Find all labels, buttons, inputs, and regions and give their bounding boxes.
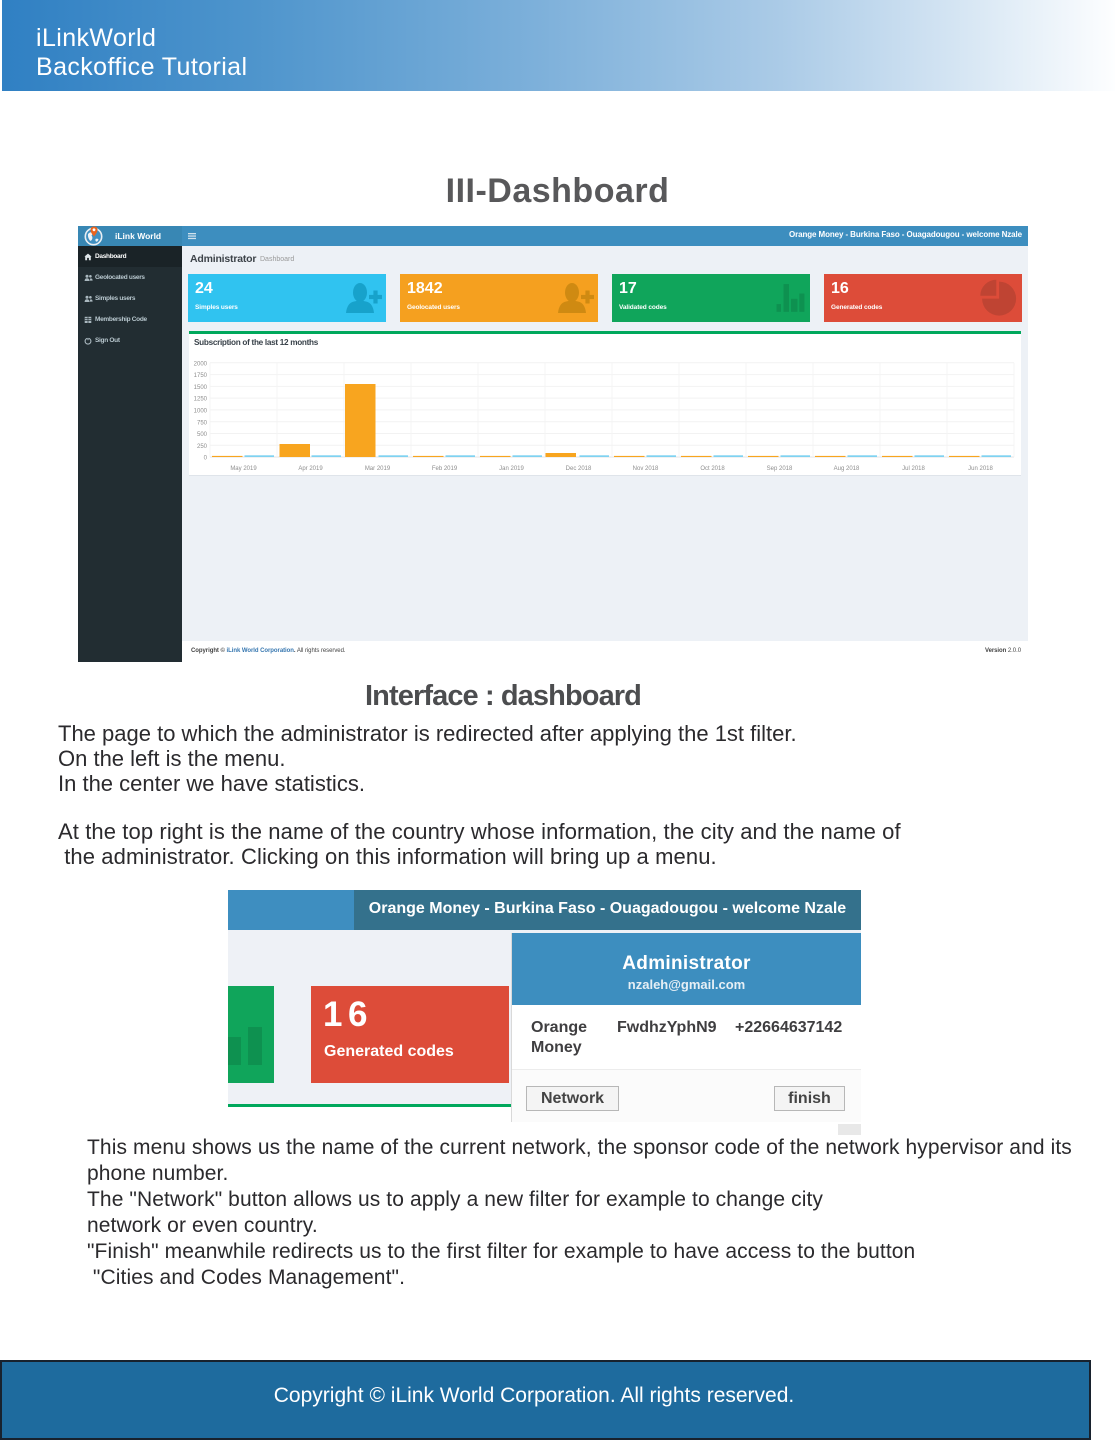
svg-text:Nov 2018: Nov 2018: [633, 466, 659, 472]
svg-text:500: 500: [197, 432, 208, 438]
svg-text:Jul 2018: Jul 2018: [902, 466, 925, 472]
svg-text:Apr 2019: Apr 2019: [298, 466, 323, 472]
svg-text:2000: 2000: [194, 361, 208, 367]
svg-text:Jan 2019: Jan 2019: [499, 466, 524, 472]
svg-text:1250: 1250: [194, 397, 208, 403]
svg-text:1500: 1500: [194, 385, 208, 391]
svg-text:Sep 2018: Sep 2018: [767, 466, 793, 472]
svg-text:Mar 2019: Mar 2019: [365, 466, 391, 472]
svg-text:750: 750: [197, 420, 208, 426]
svg-text:May 2019: May 2019: [230, 466, 257, 472]
svg-text:Oct 2018: Oct 2018: [700, 466, 725, 472]
svg-text:1000: 1000: [194, 409, 208, 415]
svg-text:250: 250: [197, 444, 208, 450]
svg-text:0: 0: [204, 456, 208, 462]
svg-text:Dec 2018: Dec 2018: [566, 466, 592, 472]
svg-text:Aug 2018: Aug 2018: [834, 466, 860, 472]
svg-text:Jun 2018: Jun 2018: [968, 466, 993, 472]
svg-text:1750: 1750: [194, 373, 208, 379]
svg-text:Feb 2019: Feb 2019: [432, 466, 458, 472]
